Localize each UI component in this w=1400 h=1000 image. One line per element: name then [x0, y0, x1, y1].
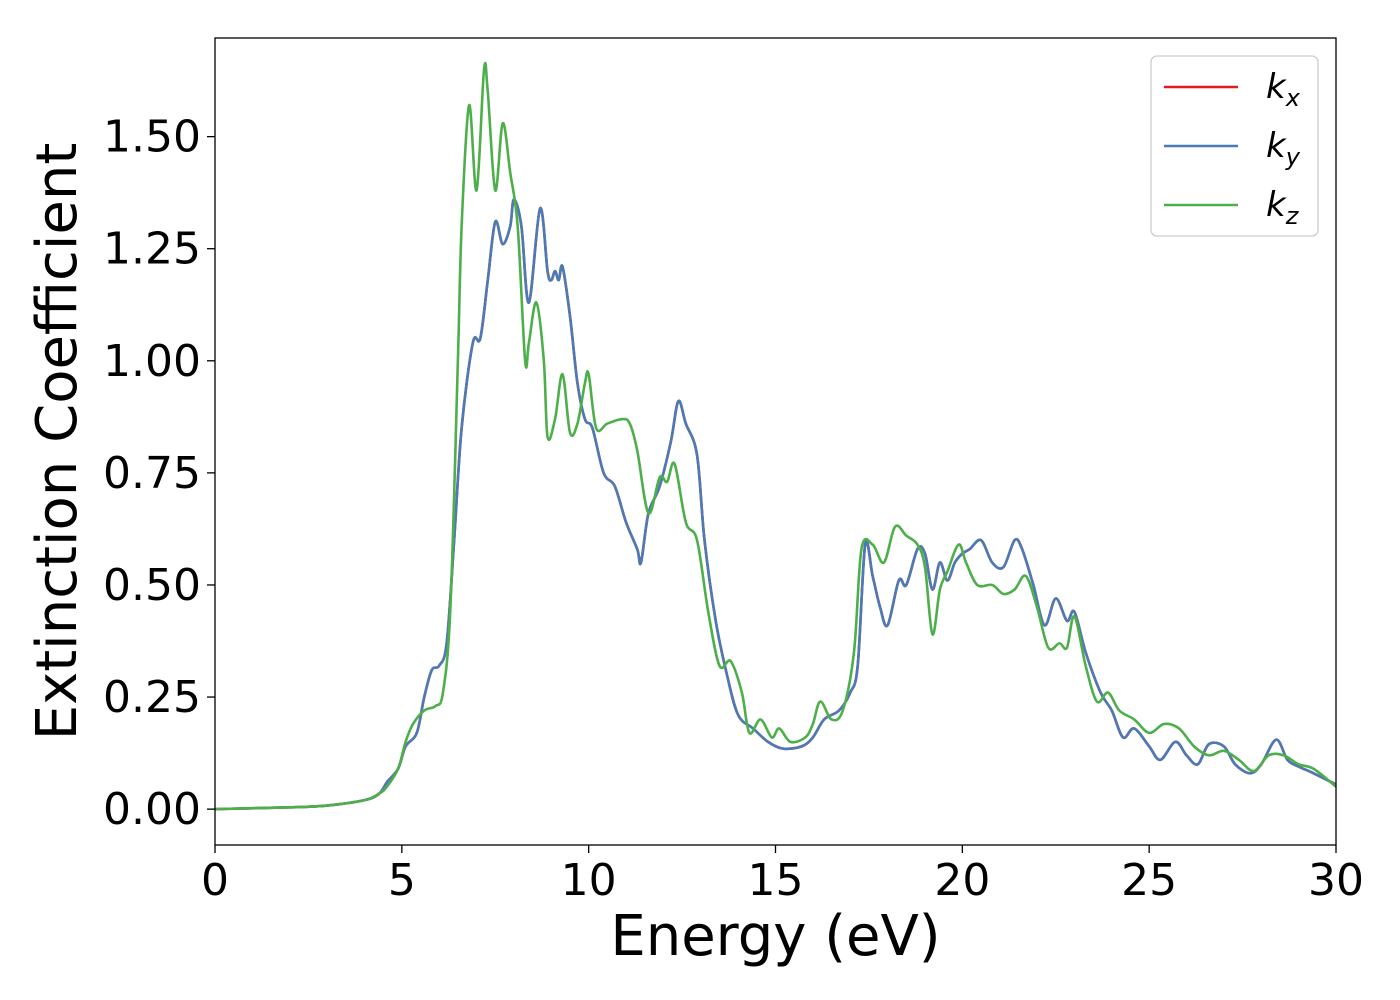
y-tick-label: 0.25 [103, 672, 201, 723]
x-tick-label: 5 [388, 855, 416, 906]
x-tick-label: 10 [561, 855, 617, 906]
y-axis-title: Extinction Coefficient [25, 143, 90, 741]
y-tick-label: 1.50 [103, 112, 201, 163]
x-tick-label: 20 [934, 855, 990, 906]
series-line-z [215, 61, 1336, 811]
series-line-y [215, 198, 1336, 811]
y-tick-label: 0.75 [103, 448, 201, 499]
y-tick-label: 1.00 [103, 336, 201, 387]
legend-label-z: kz [1266, 185, 1300, 230]
ticks-layer: 0 5 10 15 20 25 30 0.00 0.25 0.50 0.75 1.00 1.25 1.50 [103, 112, 1364, 906]
x-tick-label: 30 [1308, 855, 1364, 906]
legend-label-y: ky [1266, 126, 1301, 171]
x-axis-title: Energy (eV) [610, 904, 940, 969]
y-tick-label: 0.50 [103, 560, 201, 611]
x-tick-label: 25 [1121, 855, 1177, 906]
x-tick-label: 15 [748, 855, 804, 906]
series-layer [215, 61, 1336, 811]
x-tick-label: 0 [201, 855, 229, 906]
y-tick-label: 1.25 [103, 224, 201, 275]
legend: kx ky kz [1150, 55, 1319, 237]
y-tick-label: 0.00 [103, 784, 201, 835]
legend-label-x: kx [1266, 67, 1301, 112]
series-line-x [215, 198, 1336, 811]
